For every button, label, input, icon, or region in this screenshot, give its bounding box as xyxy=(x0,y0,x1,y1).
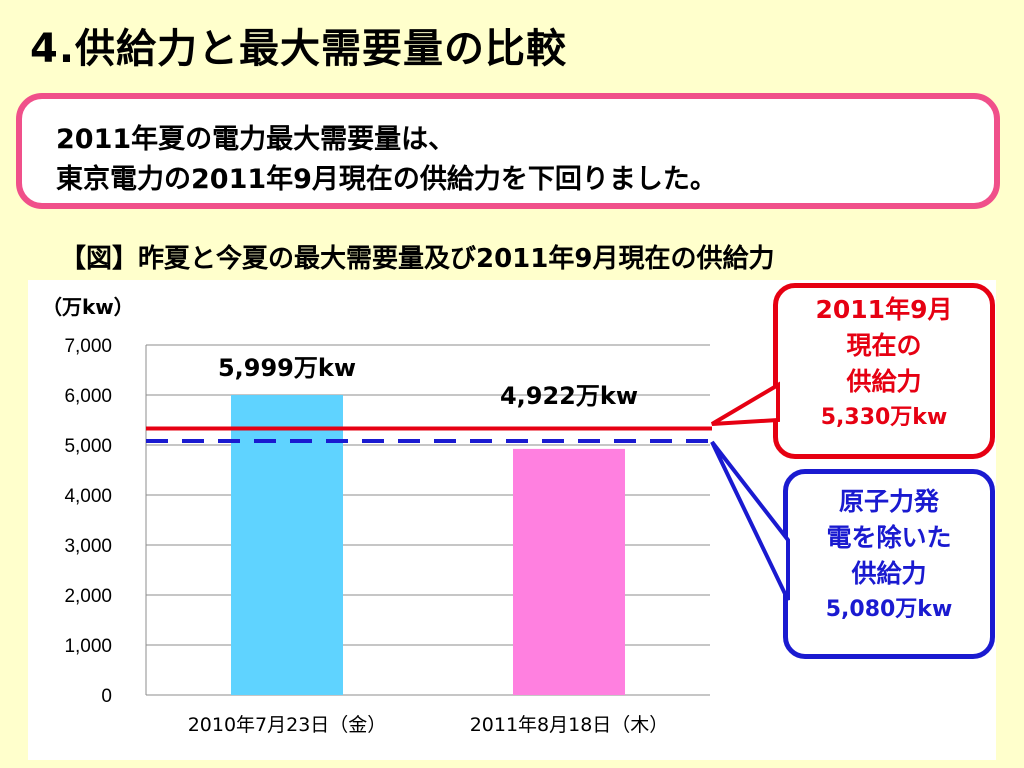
supply-callout: 2011年9月 現在の 供給力 5,330万kw xyxy=(773,283,995,459)
bar-data-label: 4,922万kw xyxy=(500,382,638,410)
y-tick-label: 4,000 xyxy=(64,486,112,507)
x-category-label: 2010年7月23日（金） xyxy=(188,714,387,736)
x-category-label: 2011年8月18日（木） xyxy=(470,714,669,736)
bar xyxy=(231,395,343,695)
supply-callout-line-3: 供給力 xyxy=(846,367,922,396)
y-tick-label: 7,000 xyxy=(64,336,112,357)
summary-line-2: 東京電力の2011年9月現在の供給力を下回りました。 xyxy=(56,164,717,195)
non-nuclear-callout-value: 5,080万kw xyxy=(825,597,953,622)
non-nuclear-callout-line-3: 供給力 xyxy=(851,559,927,588)
page-title: 4.供給力と最大需要量の比較 xyxy=(30,26,568,72)
supply-callout-line-1: 2011年9月 xyxy=(815,295,953,324)
bar xyxy=(513,448,625,695)
non-nuclear-callout-line-1: 原子力発 xyxy=(838,487,939,516)
y-tick-label: 6,000 xyxy=(64,386,112,407)
summary-line-1: 2011年夏の電力最大需要量は、 xyxy=(56,124,456,155)
non-nuclear-callout-line-2: 電を除いた xyxy=(826,523,952,552)
bar-chart: （万kw） 0 1,000 2,000 3,000 4,000 5,000 6,000 7,00… xyxy=(42,295,712,736)
y-tick-label: 0 xyxy=(101,686,112,707)
summary-box: 2011年夏の電力最大需要量は、 東京電力の2011年9月現在の供給力を下回りま… xyxy=(16,93,1000,209)
supply-callout-value: 5,330万kw xyxy=(820,405,948,430)
non-nuclear-callout: 原子力発 電を除いた 供給力 5,080万kw xyxy=(783,469,995,659)
y-tick-label: 5,000 xyxy=(64,436,112,457)
y-tick-label: 3,000 xyxy=(64,536,112,557)
figure-caption: 【図】昨夏と今夏の最大需要量及び2011年9月現在の供給力 xyxy=(60,244,775,274)
y-tick-label: 2,000 xyxy=(64,586,112,607)
supply-callout-line-2: 現在の xyxy=(846,331,922,360)
y-tick-label: 1,000 xyxy=(64,636,112,657)
bar-data-label: 5,999万kw xyxy=(218,354,356,382)
y-unit-label: （万kw） xyxy=(42,295,134,319)
